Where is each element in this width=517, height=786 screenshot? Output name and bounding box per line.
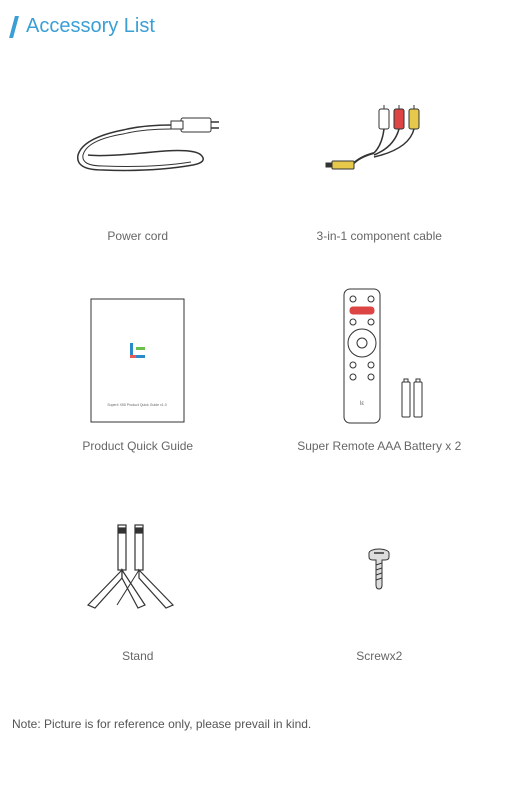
accessory-item-stand: Stand xyxy=(27,503,249,663)
accessory-label: Product Quick Guide xyxy=(82,439,193,453)
accessory-item-quick-guide: Super4 X55 Product Quick Guide v1.0 Prod… xyxy=(27,293,249,453)
power-cord-icon xyxy=(27,83,249,217)
stand-icon xyxy=(27,503,249,637)
component-cable-icon xyxy=(269,83,491,217)
page-header: Accessory List xyxy=(12,15,505,38)
accessory-item-remote: lε Super Remote AAA Battery x 2 xyxy=(269,293,491,453)
screw-icon xyxy=(269,503,491,637)
remote-icon: lε xyxy=(269,287,491,427)
accessory-item-power-cord: Power cord xyxy=(27,83,249,243)
accessory-label: Super Remote AAA Battery x 2 xyxy=(297,439,461,453)
quick-guide-icon: Super4 X55 Product Quick Guide v1.0 xyxy=(27,293,249,427)
accessory-label: Screwx2 xyxy=(356,649,402,663)
accessory-label: Power cord xyxy=(107,229,168,243)
page-title: Accessory List xyxy=(26,15,155,38)
accessory-grid: Power cord xyxy=(12,83,505,663)
accessory-label: Stand xyxy=(122,649,153,663)
accessory-item-component-cable: 3-in-1 component cable xyxy=(269,83,491,243)
accessory-label: 3-in-1 component cable xyxy=(317,229,442,243)
footer-note: Note: Picture is for reference only, ple… xyxy=(12,717,311,731)
svg-text:Super4 X55 Product Quick Guide: Super4 X55 Product Quick Guide v1.0 xyxy=(108,403,167,407)
header-slash-icon xyxy=(9,16,19,38)
svg-text:lε: lε xyxy=(360,401,364,407)
accessory-item-screw: Screwx2 xyxy=(269,503,491,663)
